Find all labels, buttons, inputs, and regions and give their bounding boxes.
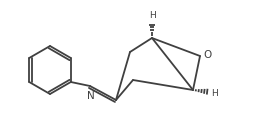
Text: N: N <box>87 91 95 101</box>
Text: O: O <box>203 50 211 60</box>
Text: H: H <box>149 12 155 21</box>
Text: H: H <box>211 89 218 98</box>
